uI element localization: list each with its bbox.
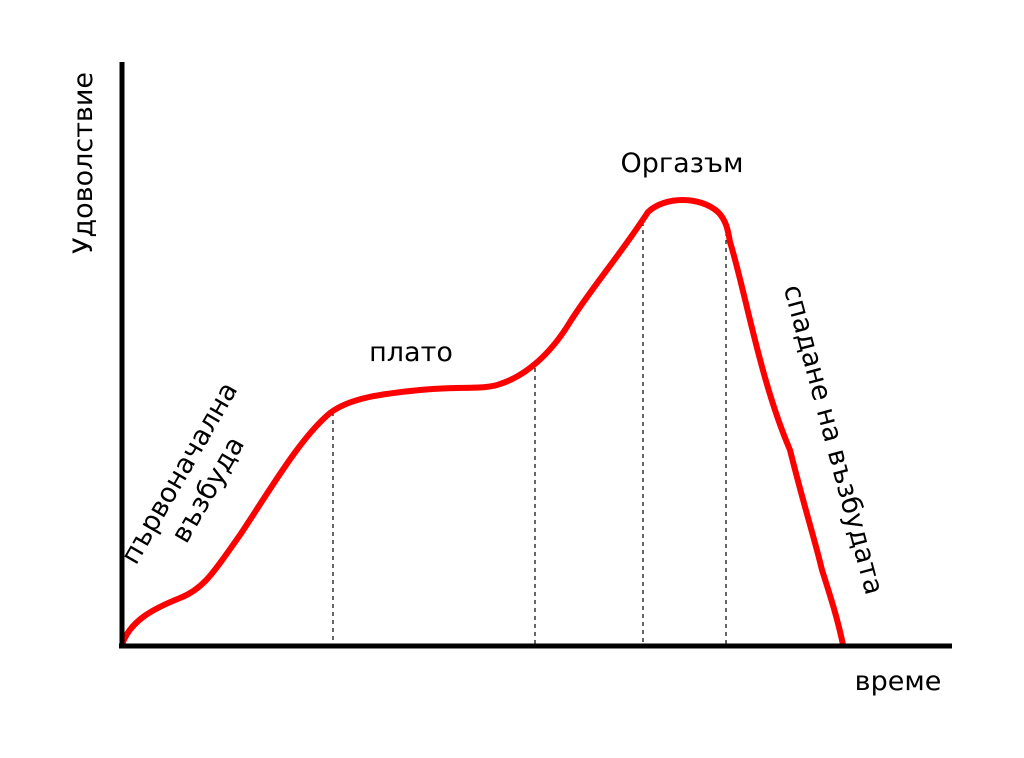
response-curve bbox=[119, 197, 846, 648]
label-resolution: спадане на възбудата bbox=[777, 282, 890, 599]
label-plateau: плато bbox=[369, 337, 453, 368]
label-initial-arousal: първоначална възбуда bbox=[115, 377, 251, 570]
y-axis-label: Удоволствие bbox=[68, 72, 99, 254]
x-axis-label: време bbox=[855, 666, 942, 697]
label-orgasm: Оргазъм bbox=[621, 148, 744, 179]
